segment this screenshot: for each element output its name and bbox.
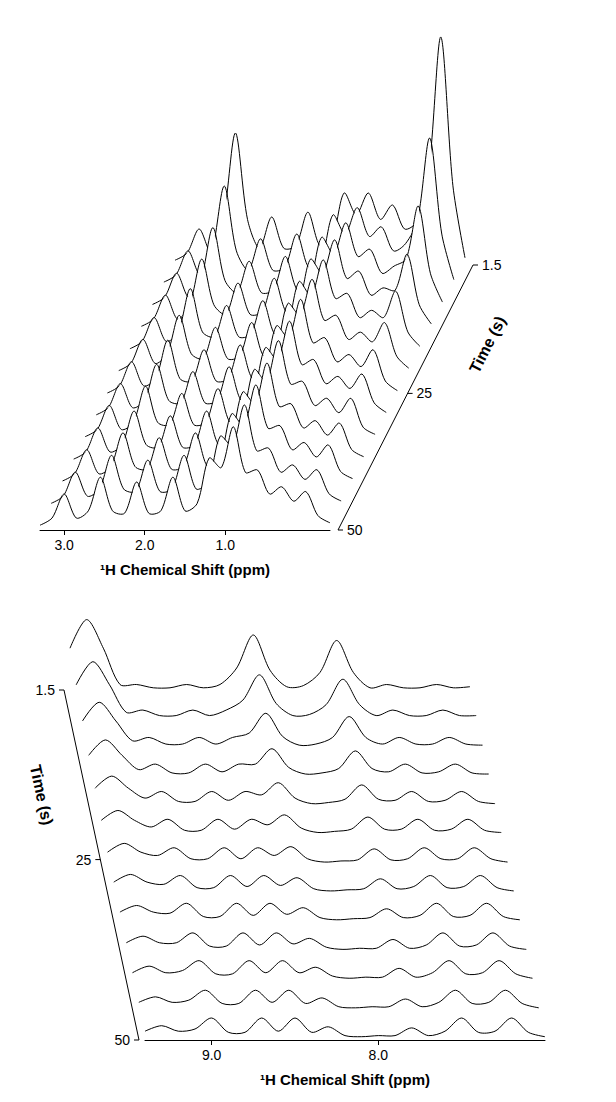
svg-text:¹H Chemical Shift (ppm): ¹H Chemical Shift (ppm) [260,1071,430,1088]
svg-text:2.0: 2.0 [135,537,155,553]
svg-text:9.0: 9.0 [202,1047,222,1063]
svg-text:¹H Chemical Shift (ppm): ¹H Chemical Shift (ppm) [100,561,270,578]
svg-text:8.0: 8.0 [369,1047,389,1063]
svg-text:50: 50 [347,522,363,538]
svg-text:25: 25 [417,385,433,401]
svg-text:3.0: 3.0 [54,537,74,553]
svg-text:50: 50 [114,1032,130,1048]
svg-text:Time (s): Time (s) [466,313,509,375]
svg-text:1.0: 1.0 [216,537,236,553]
svg-text:1.5: 1.5 [482,257,502,273]
svg-text:Time (s): Time (s) [27,763,56,826]
svg-text:25: 25 [76,852,92,868]
svg-text:1.5: 1.5 [36,682,56,698]
